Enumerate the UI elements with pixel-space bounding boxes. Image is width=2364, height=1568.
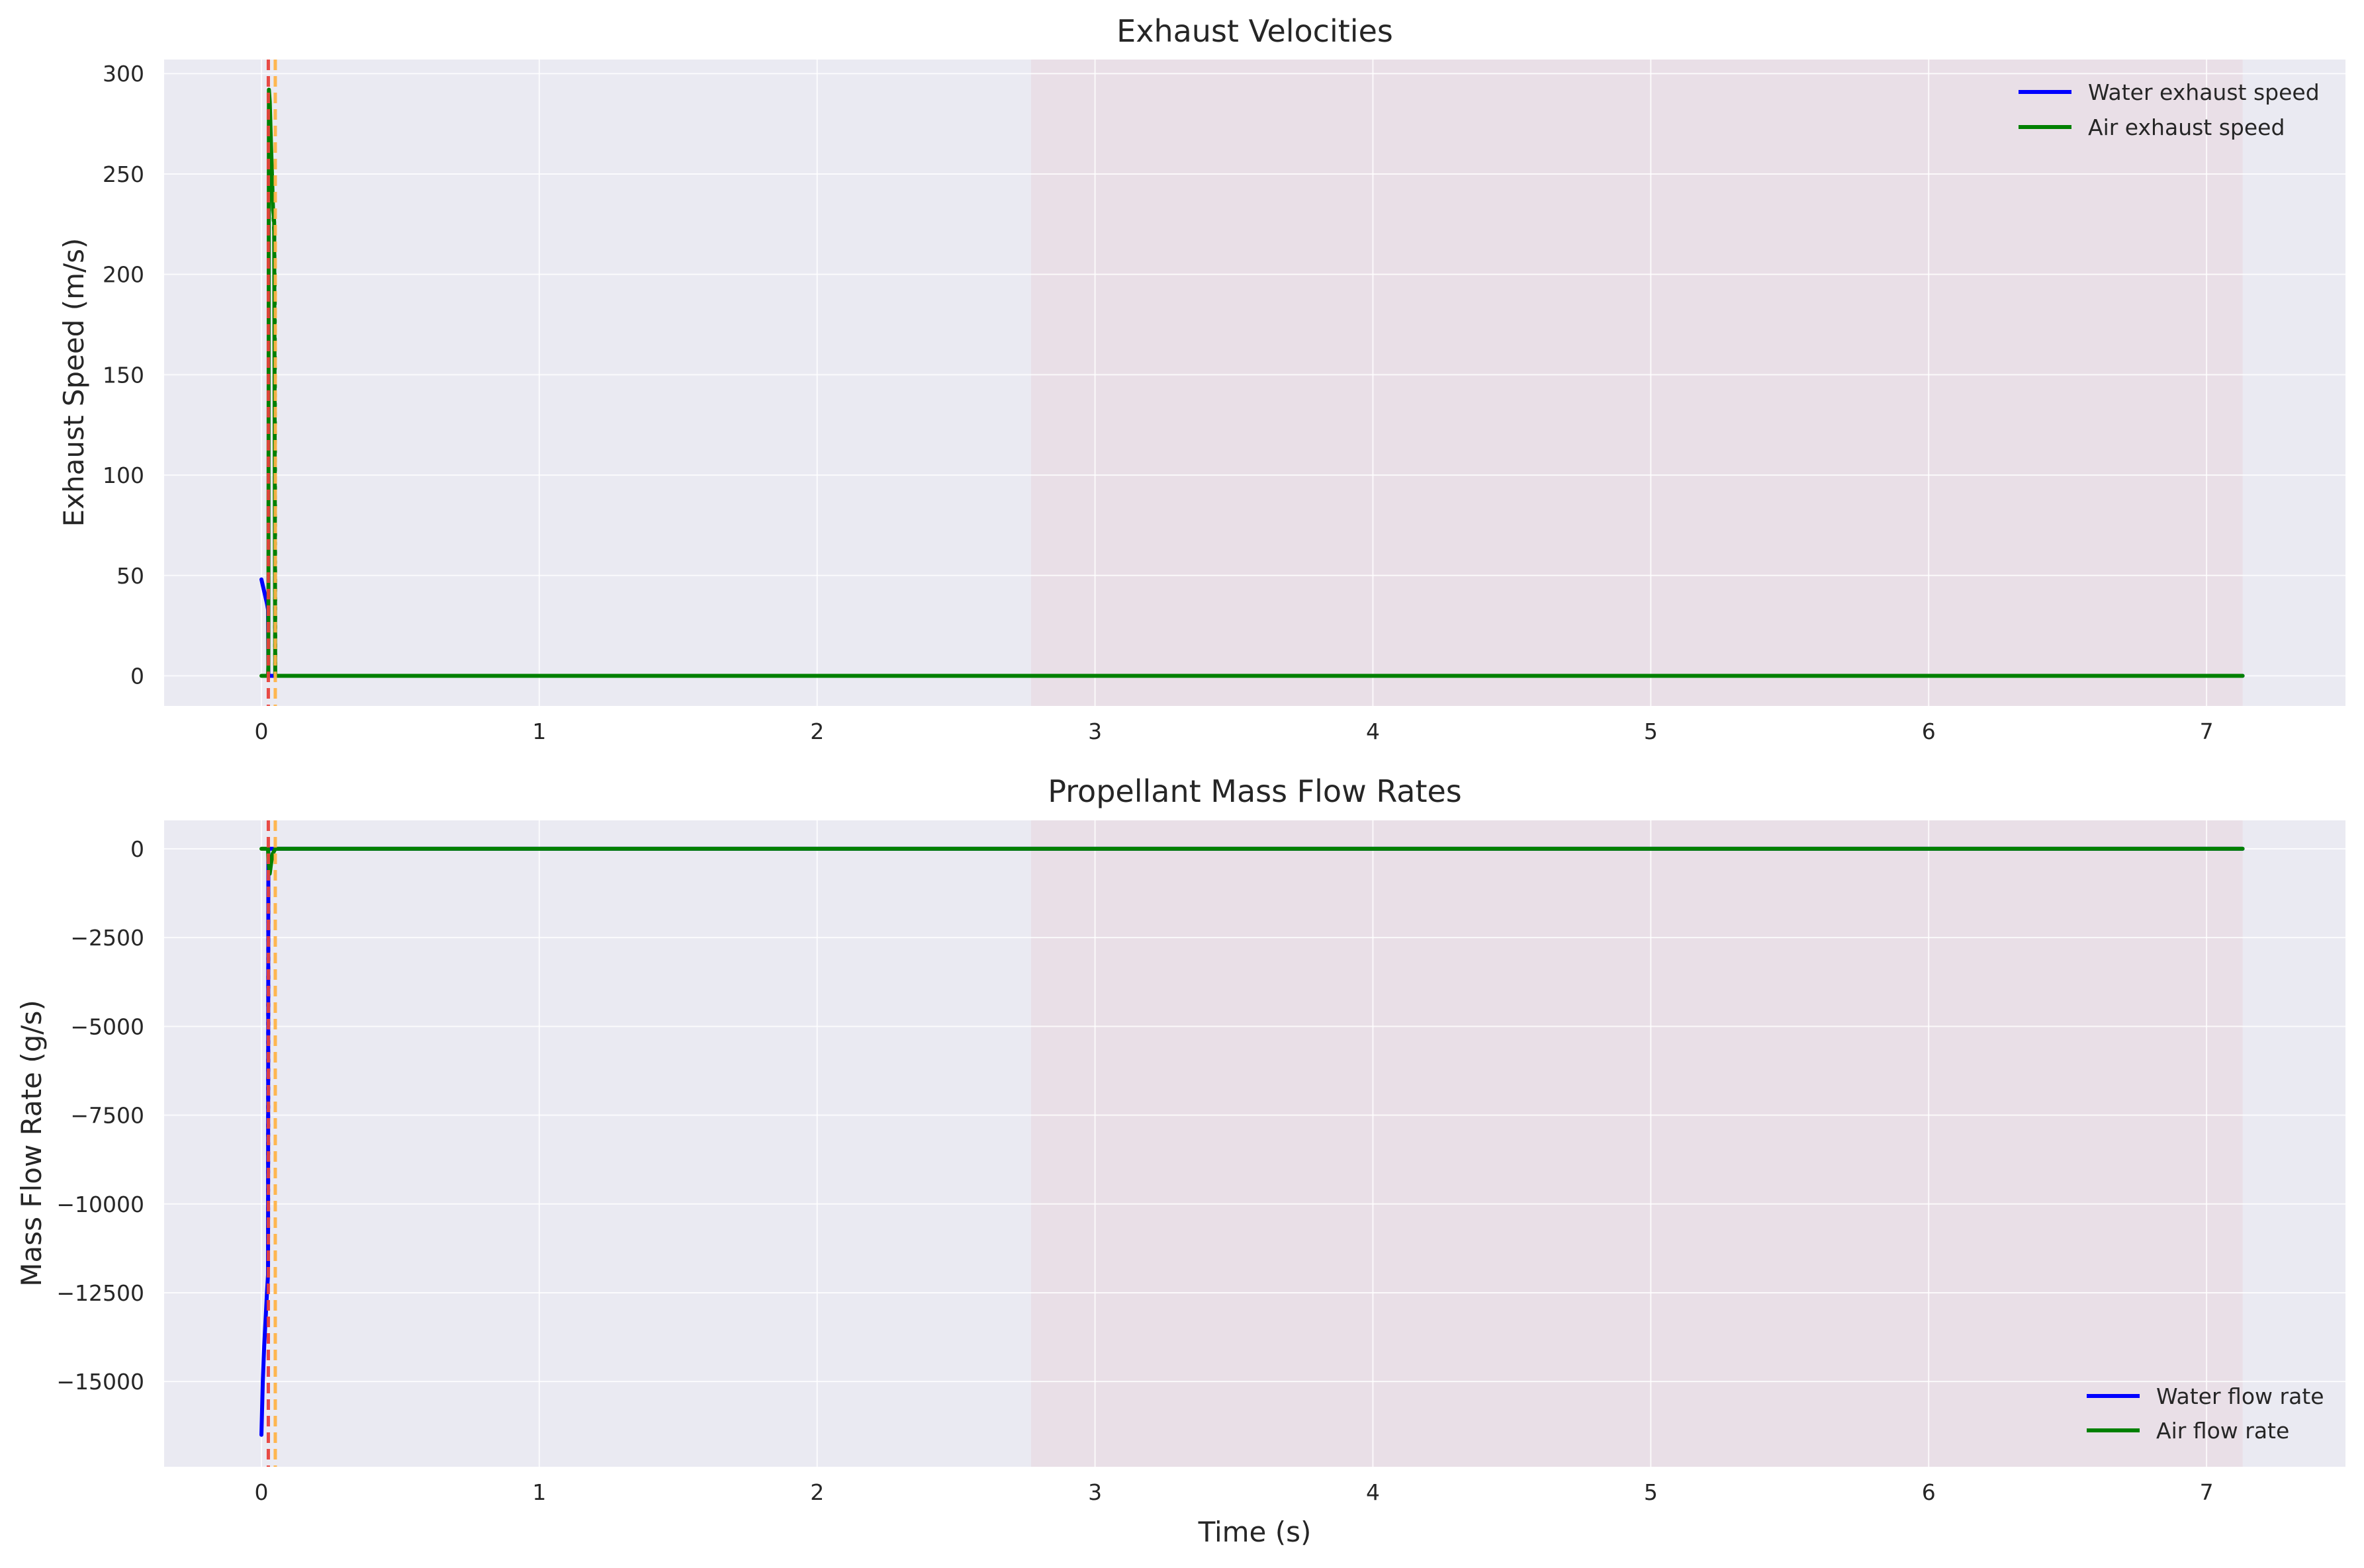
legend-label-air: Air flow rate bbox=[2156, 1418, 2289, 1444]
x-tick-label: 2 bbox=[810, 1479, 824, 1505]
vertical-markers bbox=[266, 60, 277, 706]
x-tick-label: 1 bbox=[532, 719, 546, 744]
y-tick-label: 100 bbox=[103, 462, 144, 488]
x-tick-label: 0 bbox=[254, 1479, 268, 1505]
series-line bbox=[259, 846, 2245, 876]
x-tick-label: 4 bbox=[1366, 1479, 1380, 1505]
y-tick-label: −2500 bbox=[70, 925, 144, 951]
y-tick-label: −15000 bbox=[56, 1369, 144, 1395]
chart-propellant-mass-flow-rates: 0 1 2 3 4 5 6 7 0 −2500 −5000 −7500 −10000 −12500 −15… bbox=[15, 773, 2345, 1548]
x-tick-label: 2 bbox=[810, 719, 824, 744]
x-tick-label: 1 bbox=[532, 1479, 546, 1505]
x-tick-label: 4 bbox=[1366, 719, 1380, 744]
x-tick-label: 3 bbox=[1088, 1479, 1102, 1505]
legend-label-water: Water flow rate bbox=[2156, 1383, 2324, 1409]
y-tick-labels: 0 50 100 150 200 250 300 bbox=[103, 61, 144, 689]
shaded-region bbox=[1031, 60, 2243, 706]
y-axis-label: Mass Flow Rate (g/s) bbox=[15, 1000, 48, 1286]
y-tick-label: −7500 bbox=[70, 1103, 144, 1129]
y-tick-label: 150 bbox=[103, 362, 144, 388]
legend-label-water: Water exhaust speed bbox=[2088, 79, 2320, 105]
y-tick-label: 0 bbox=[130, 836, 144, 862]
y-tick-label: 250 bbox=[103, 161, 144, 187]
x-tick-label: 7 bbox=[2200, 1479, 2214, 1505]
x-tick-label: 6 bbox=[1922, 1479, 1936, 1505]
x-tick-labels: 0 1 2 3 4 5 6 7 bbox=[254, 1479, 2213, 1505]
legend-label-air: Air exhaust speed bbox=[2088, 114, 2285, 140]
y-tick-label: −12500 bbox=[56, 1280, 144, 1306]
y-tick-labels: 0 −2500 −5000 −7500 −10000 −12500 −15000 bbox=[56, 836, 144, 1395]
x-tick-label: 5 bbox=[1644, 1479, 1658, 1505]
chart-title: Propellant Mass Flow Rates bbox=[1048, 773, 1462, 809]
y-tick-label: 0 bbox=[130, 663, 144, 689]
legend: Water exhaust speed Air exhaust speed bbox=[2019, 79, 2320, 140]
chart-exhaust-velocities: 0 1 2 3 4 5 6 7 0 50 100 150 200 250 300 Exhaust Velo… bbox=[58, 13, 2345, 744]
x-tick-label: 0 bbox=[254, 719, 268, 744]
y-tick-label: 300 bbox=[103, 61, 144, 87]
vertical-markers bbox=[266, 820, 277, 1467]
x-tick-label: 6 bbox=[1922, 719, 1936, 744]
shaded-region bbox=[1031, 820, 2243, 1467]
x-tick-label: 3 bbox=[1088, 719, 1102, 744]
y-tick-label: −10000 bbox=[56, 1192, 144, 1217]
legend: Water flow rate Air flow rate bbox=[2087, 1383, 2324, 1444]
y-tick-label: −5000 bbox=[70, 1014, 144, 1039]
y-axis-label: Exhaust Speed (m/s) bbox=[58, 238, 90, 527]
x-tick-label: 7 bbox=[2200, 719, 2214, 744]
x-tick-labels: 0 1 2 3 4 5 6 7 bbox=[254, 719, 2213, 744]
x-tick-label: 5 bbox=[1644, 719, 1658, 744]
series-line bbox=[271, 216, 277, 678]
x-axis-label: Time (s) bbox=[1198, 1516, 1312, 1548]
y-tick-label: 50 bbox=[116, 563, 144, 589]
chart-title: Exhaust Velocities bbox=[1116, 13, 1393, 49]
grid bbox=[164, 820, 2345, 1467]
y-tick-label: 200 bbox=[103, 262, 144, 288]
